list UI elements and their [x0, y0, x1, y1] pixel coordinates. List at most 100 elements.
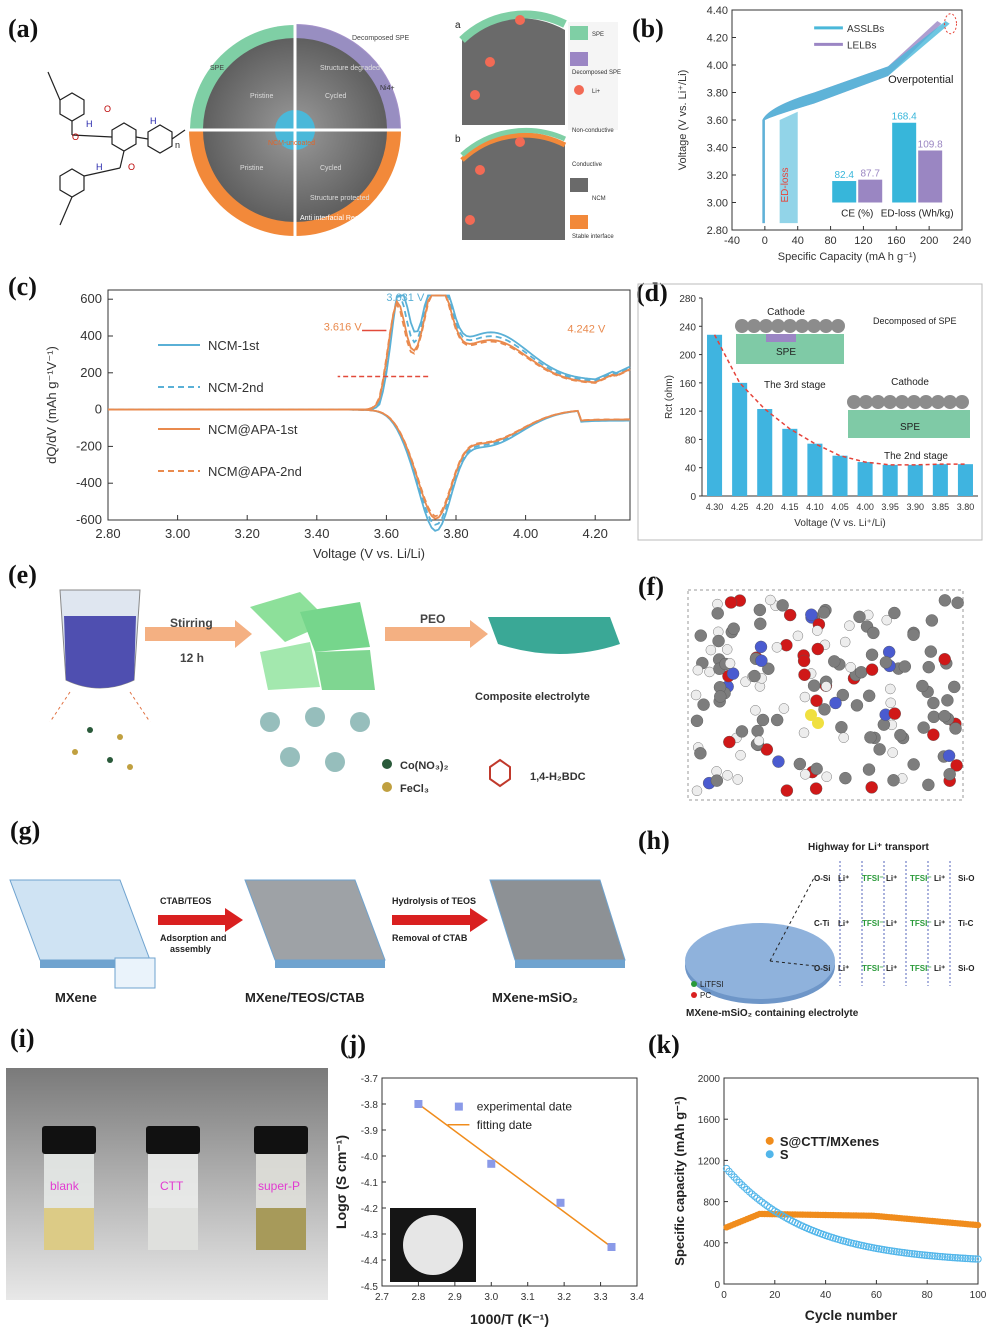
h-grid-text: TFSI⁻: [910, 964, 932, 973]
svg-text:Removal of CTAB: Removal of CTAB: [392, 933, 468, 943]
x-tick-label: 40: [792, 235, 804, 247]
point-s: [920, 1251, 929, 1259]
h-grid-text: C-Ti: [814, 919, 829, 928]
inset-label: Decomposed of SPE: [873, 316, 957, 326]
h-grid-text: TFSI⁻: [910, 874, 932, 883]
atom: [922, 660, 935, 674]
y-tick-label: 400: [80, 328, 102, 343]
atom: [854, 666, 868, 679]
bar: [732, 382, 748, 496]
atom: [748, 669, 761, 683]
atom: [941, 694, 954, 707]
chemical-structure: [47, 71, 186, 226]
panel-k-chart: 0 400 800 1200 1600 2000 0 20 40 60 80 100 Cycle num…: [672, 1074, 986, 1323]
atom: [722, 644, 733, 655]
y-tick-label: -3.7: [361, 1074, 379, 1085]
x-tick-label: 2.80: [95, 526, 120, 541]
atom: [850, 699, 864, 712]
atom: [885, 683, 896, 695]
svg-text:b: b: [455, 134, 461, 145]
atom: [942, 749, 956, 762]
atom: [882, 645, 896, 659]
atom: [865, 663, 879, 676]
point-s: [867, 1243, 876, 1252]
series-ncm-apa-1st: [108, 294, 631, 411]
atom: [839, 636, 851, 648]
panel-label-i: (i): [10, 1024, 35, 1053]
y-axis-label: Rct (ohm): [664, 375, 675, 419]
atom: [723, 735, 736, 749]
bar: [807, 443, 823, 496]
inset-category: ED-loss (Wh/kg): [881, 209, 954, 220]
plot-frame: [107, 289, 631, 521]
atom: [836, 688, 850, 702]
atom: [862, 689, 876, 703]
atom: [753, 603, 767, 617]
series-ncm-apa-1st-discharge: [108, 408, 631, 520]
point-s: [936, 1252, 944, 1261]
point-s: [880, 1246, 888, 1254]
atom: [898, 660, 912, 673]
atom: [818, 703, 831, 716]
point-s: [946, 1253, 954, 1262]
atom: [885, 697, 896, 709]
x-tick-label: 3.80: [443, 526, 468, 541]
y-tick-label: 200: [80, 365, 102, 380]
inset-category: CE (%): [841, 209, 873, 220]
h-grid-text: Li⁺: [838, 964, 849, 973]
y-tick-label: 600: [80, 291, 102, 306]
atom: [780, 638, 793, 652]
inset-bar: [832, 181, 857, 203]
h-grid-text: Ti-C: [958, 919, 974, 928]
legend-label: S@CTT/MXenes: [780, 1134, 879, 1149]
annotation-3631: 3.631 V: [386, 292, 425, 304]
atom: [722, 770, 733, 781]
atom: [879, 656, 893, 669]
y-axis-label: Specific capacity (mAh g⁻¹): [672, 1096, 687, 1265]
point-s: [933, 1252, 942, 1261]
atom: [760, 743, 774, 756]
atom: [917, 721, 930, 734]
x-tick-label: -40: [724, 235, 740, 247]
atom: [772, 755, 785, 768]
point-s: [953, 1254, 962, 1262]
atom: [712, 634, 725, 648]
y-tick-label: 3.60: [707, 115, 728, 127]
point-s: [905, 1249, 914, 1258]
point-s: [887, 1247, 896, 1255]
atom: [704, 666, 715, 678]
legend-label: LELBs: [847, 40, 876, 51]
sulfur-atom: [805, 709, 817, 721]
legend-label: experimental date: [477, 1100, 573, 1114]
bar: [757, 409, 773, 496]
y-tick-label: -200: [76, 438, 102, 453]
atom: [821, 681, 832, 692]
atom: [765, 594, 776, 606]
bar: [957, 464, 973, 496]
atom: [888, 606, 901, 620]
atom: [771, 642, 783, 653]
panel-label-a: (a): [8, 14, 39, 43]
atom: [865, 781, 878, 794]
svg-text:PEO: PEO: [420, 612, 445, 626]
x-tick-label: 3.85: [932, 502, 950, 512]
point-s: [738, 1181, 746, 1189]
panel-label-g: (g): [10, 816, 41, 845]
x-tick-label: 3.90: [907, 502, 925, 512]
x-tick-label: 2.9: [448, 1292, 462, 1303]
y-tick-label: 3.00: [707, 198, 728, 210]
x-tick-label: 0: [762, 235, 768, 247]
panel-label-k: (k): [648, 1030, 680, 1059]
atom: [821, 771, 832, 782]
particle: [871, 395, 885, 409]
point-s: [974, 1255, 982, 1263]
panel-h-figure: Highway for Li⁺ transport O-Si Li⁺ TFSI⁻ Li…: [685, 842, 974, 1019]
point-s: [750, 1192, 759, 1200]
point-s: [918, 1251, 926, 1259]
atom: [924, 645, 938, 658]
x-axis-label: Voltage (V vs. Li/Li): [313, 546, 425, 561]
particle: [783, 319, 797, 333]
x-tick-label: 3.95: [881, 502, 899, 512]
y-tick-label: 3.80: [707, 88, 728, 100]
panel-d-chart: 0 40 80 120 160 200 240 280 Rct (ohm) 4.30 4.25 4.2…: [637, 283, 983, 541]
